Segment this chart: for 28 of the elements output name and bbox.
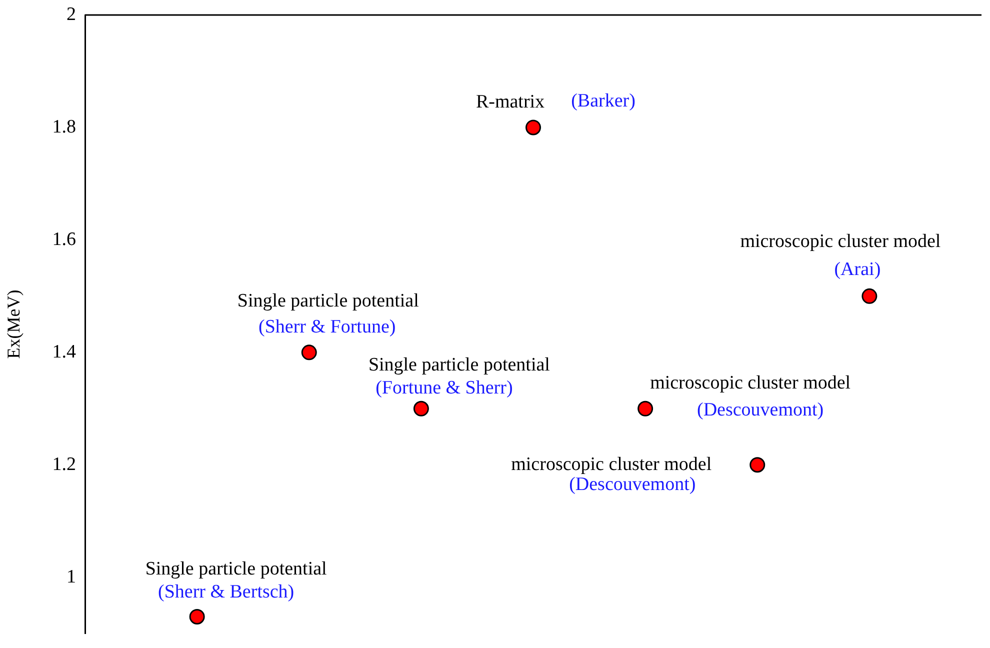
y-tick-label: 1.6: [52, 228, 76, 250]
annotation: Single particle potential: [368, 354, 550, 376]
y-tick-label: 1.8: [52, 116, 76, 138]
y-tick-label: 2: [66, 4, 76, 25]
y-tick-label: 1.2: [52, 454, 76, 475]
y-tick-label: 1.4: [52, 341, 76, 362]
point: [862, 288, 878, 304]
point: [638, 400, 654, 416]
annotation: (Fortune & Sherr): [376, 378, 513, 399]
annotation: (Barker): [571, 90, 636, 112]
annotation: Single particle potential: [237, 290, 419, 312]
point: [189, 608, 205, 624]
y-tick-label: 1: [66, 566, 76, 588]
annotation: (Sherr & Fortune): [258, 316, 396, 338]
annotation: (Arai): [834, 259, 881, 280]
annotation: (Sherr & Bertsch): [158, 582, 294, 603]
point: [413, 400, 429, 416]
annotation: microscopic cluster model: [740, 231, 941, 252]
point: [750, 457, 766, 473]
annotation: microscopic cluster model: [511, 454, 712, 475]
annotation: (Descouvemont): [569, 474, 696, 495]
annotation: R-matrix: [476, 91, 546, 112]
point: [301, 344, 317, 360]
y-axis-title: Ex(MeV): [4, 290, 24, 359]
annotation: microscopic cluster model: [650, 372, 851, 394]
annotation: Single particle potential: [145, 558, 327, 580]
annotation: (Descouvemont): [696, 400, 824, 421]
point: [526, 120, 541, 136]
